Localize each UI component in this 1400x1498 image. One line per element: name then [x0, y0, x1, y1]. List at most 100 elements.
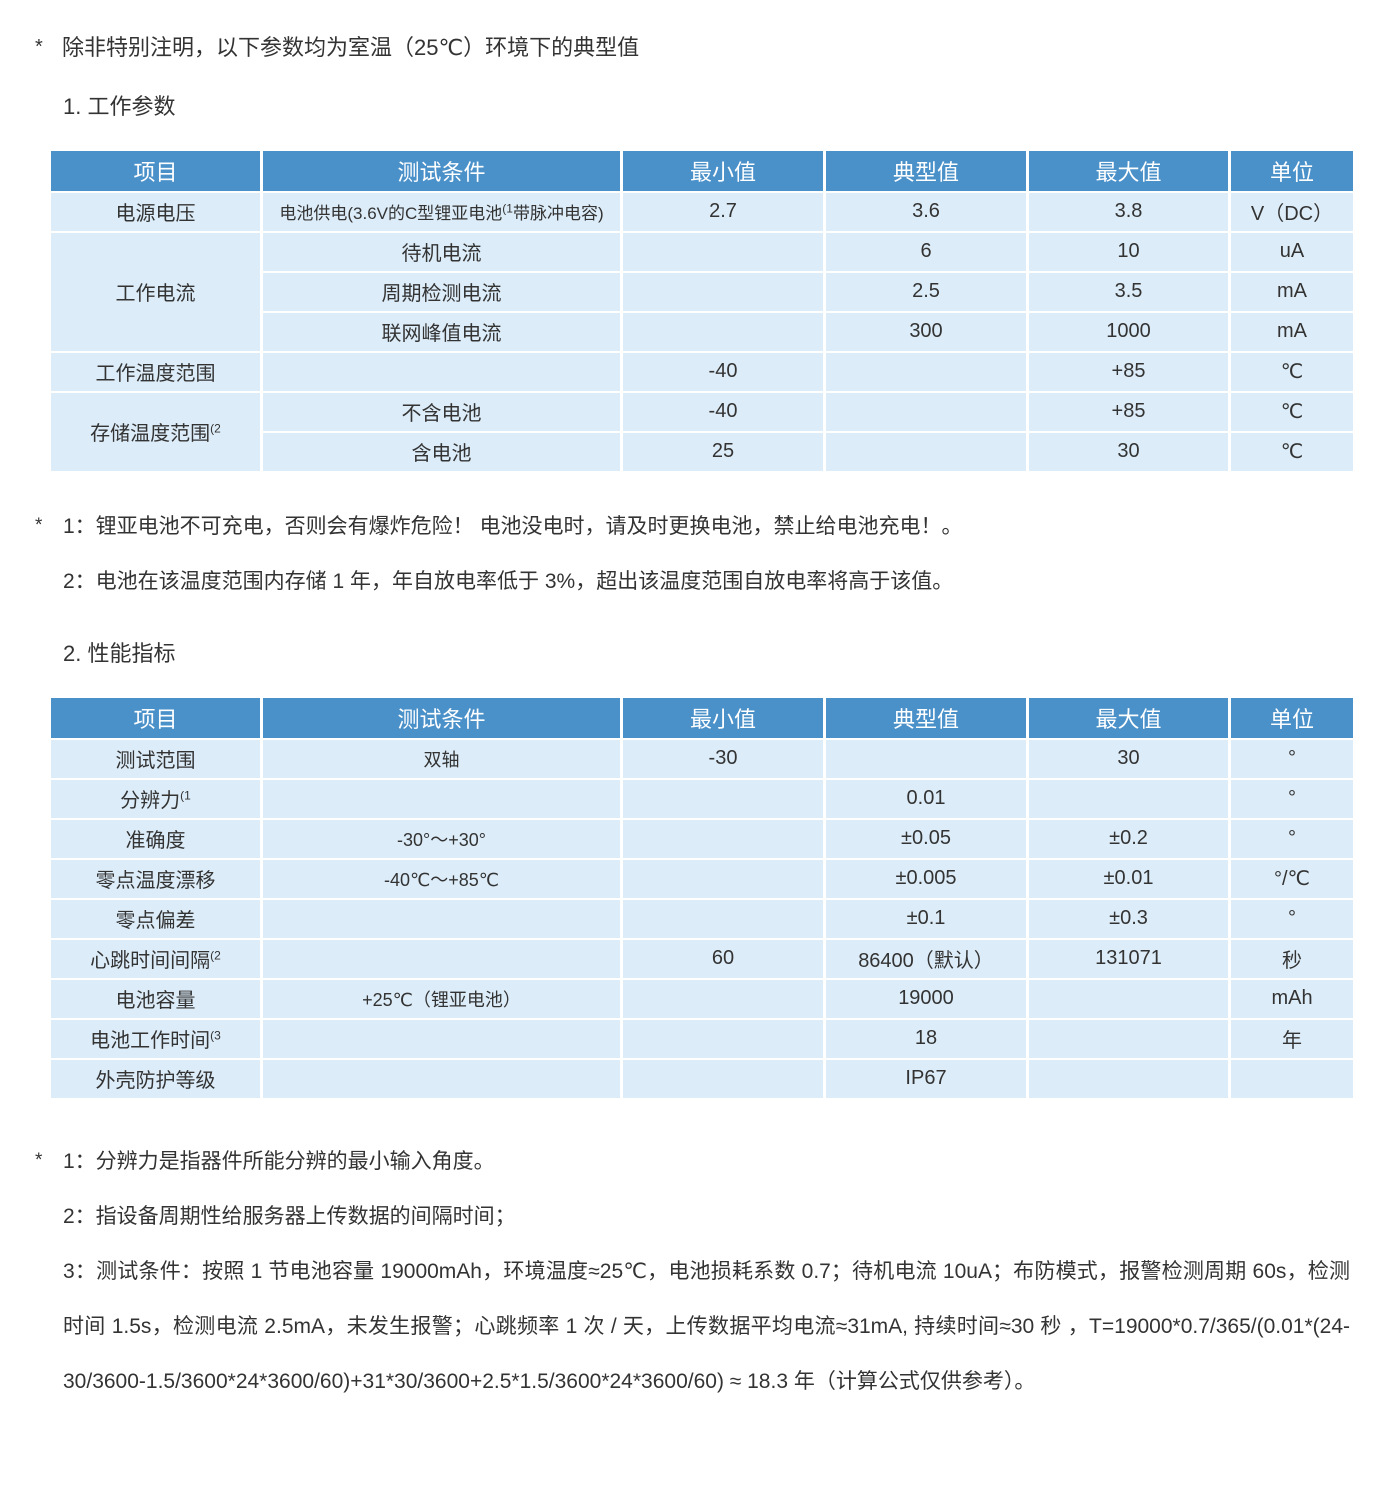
cell: [263, 899, 620, 938]
cell: -40: [623, 392, 823, 431]
cell: 电源电压: [51, 192, 260, 231]
table-row: 周期检测电流 2.5 3.5 mA: [51, 272, 1353, 311]
cell: [623, 819, 823, 858]
asterisk-marker: *: [35, 514, 43, 536]
cell: 工作电流: [51, 232, 260, 351]
cell: ±0.01: [1029, 859, 1228, 898]
cell: ±0.1: [826, 899, 1026, 938]
footnote-marker: (2: [210, 421, 221, 436]
note-item: * 1：分辨力是指器件所能分辨的最小输入角度。: [35, 1134, 1350, 1189]
column-header: 测试条件: [263, 697, 620, 738]
cell: 电池供电(3.6V的C型锂亚电池(1带脉冲电容): [263, 192, 620, 231]
cell: °: [1231, 819, 1353, 858]
column-header: 单位: [1231, 697, 1353, 738]
cell: [263, 1019, 620, 1058]
column-header: 典型值: [826, 150, 1026, 191]
working-params-notes: * 1：锂亚电池不可充电，否则会有爆炸危险！ 电池没电时，请及时更换电池，禁止给电…: [35, 499, 1350, 609]
asterisk-marker: *: [35, 1149, 43, 1171]
spec-document: * 除非特别注明，以下参数均为室温（25℃）环境下的典型值 1. 工作参数 项目测…: [35, 32, 1356, 1409]
table-row: 零点偏差 ±0.1 ±0.3 °: [51, 899, 1353, 938]
table-row: 准确度 -30°～+30° ±0.05 ±0.2 °: [51, 819, 1353, 858]
column-header: 最大值: [1029, 150, 1228, 191]
cell: °: [1231, 779, 1353, 818]
cell: 电池工作时间(3: [51, 1019, 260, 1058]
cell: [623, 1019, 823, 1058]
cell: 19000: [826, 979, 1026, 1018]
cell: -30°～+30°: [263, 819, 620, 858]
cell: 秒: [1231, 939, 1353, 978]
note-text: 1：锂亚电池不可充电，否则会有爆炸危险！ 电池没电时，请及时更换电池，禁止给电池…: [63, 514, 963, 538]
cell: 年: [1231, 1019, 1353, 1058]
cell: [1029, 779, 1228, 818]
column-header: 典型值: [826, 697, 1026, 738]
table-row: 电池工作时间(3 18 年: [51, 1019, 1353, 1058]
table-row: 工作电流 待机电流 6 10 uA: [51, 232, 1353, 351]
cell: 周期检测电流: [263, 272, 620, 311]
cell: °: [1231, 739, 1353, 778]
room-temperature-note: * 除非特别注明，以下参数均为室温（25℃）环境下的典型值: [35, 32, 1350, 64]
footnote-marker: (1: [180, 788, 191, 803]
table-row: 外壳防护等级 IP67: [51, 1059, 1353, 1098]
cell: [1231, 1059, 1353, 1098]
column-header: 最大值: [1029, 697, 1228, 738]
cell: 心跳时间间隔(2: [51, 939, 260, 978]
cell: uA: [1231, 232, 1353, 271]
cell: 双轴: [263, 739, 620, 778]
column-header: 最小值: [623, 150, 823, 191]
cell: 2.5: [826, 272, 1026, 311]
note-item: 2：电池在该温度范围内存储 1 年，年自放电率低于 3%，超出该温度范围自放电率…: [35, 554, 1350, 609]
cell: [826, 432, 1026, 471]
cell: -30: [623, 739, 823, 778]
cell: 存储温度范围(2: [51, 392, 260, 471]
cell: ±0.05: [826, 819, 1026, 858]
cell: 1000: [1029, 312, 1228, 351]
column-header: 单位: [1231, 150, 1353, 191]
cell: 86400（默认）: [826, 939, 1026, 978]
cell: [826, 352, 1026, 391]
cell: 131071: [1029, 939, 1228, 978]
cell: 准确度: [51, 819, 260, 858]
note-item: 2：指设备周期性给服务器上传数据的间隔时间；: [35, 1189, 1350, 1244]
table-row: 电源电压 电池供电(3.6V的C型锂亚电池(1带脉冲电容) 2.7 3.6 3.8 V（D…: [51, 192, 1353, 231]
cell: -40℃～+85℃: [263, 859, 620, 898]
cell: [623, 899, 823, 938]
cell: [623, 232, 823, 271]
cell: ℃: [1231, 392, 1353, 431]
cell: [263, 779, 620, 818]
header-row: 项目 测试条件 最小值 典型值 最大值 单位: [51, 697, 1353, 738]
cell: 3.8: [1029, 192, 1228, 231]
cell: [623, 1059, 823, 1098]
cell: 分辨力(1: [51, 779, 260, 818]
note-text: 2：电池在该温度范围内存储 1 年，年自放电率低于 3%，超出该温度范围自放电率…: [63, 569, 954, 593]
cell: [826, 739, 1026, 778]
cell: mA: [1231, 312, 1353, 351]
footnote-marker: (2: [210, 948, 221, 963]
note-text: 3：测试条件：按照 1 节电池容量 19000mAh，环境温度≈25℃，电池损耗…: [63, 1259, 1350, 1393]
cell: [623, 859, 823, 898]
cell: mA: [1231, 272, 1353, 311]
cell: °/℃: [1231, 859, 1353, 898]
cell: +85: [1029, 392, 1228, 431]
cell: [623, 979, 823, 1018]
performance-specs-table: 项目 测试条件 最小值 典型值 最大值 单位 测试范围 双轴 -30 30 ° 分辨力(1 0.01 ° 准…: [48, 696, 1356, 1100]
section-title-performance-specs: 2. 性能指标: [63, 640, 176, 666]
note-text: 1：分辨力是指器件所能分辨的最小输入角度。: [63, 1149, 495, 1173]
cell: 不含电池: [263, 392, 620, 431]
footnote-marker: (3: [210, 1028, 221, 1043]
cell: ℃: [1231, 432, 1353, 471]
table-row: 分辨力(1 0.01 °: [51, 779, 1353, 818]
cell: [623, 272, 823, 311]
performance-specs-notes: * 1：分辨力是指器件所能分辨的最小输入角度。 2：指设备周期性给服务器上传数据的…: [35, 1134, 1350, 1409]
cell: 待机电流: [263, 232, 620, 271]
column-header: 测试条件: [263, 150, 620, 191]
cell: 电池容量: [51, 979, 260, 1018]
table-row: 联网峰值电流 300 1000 mA: [51, 312, 1353, 351]
table-row: 心跳时间间隔(2 60 86400（默认） 131071 秒: [51, 939, 1353, 978]
column-header: 最小值: [623, 697, 823, 738]
table-row: 电池容量 +25℃（锂亚电池） 19000 mAh: [51, 979, 1353, 1018]
cell: [826, 392, 1026, 431]
cell: [623, 312, 823, 351]
cell: ℃: [1231, 352, 1353, 391]
cell: +85: [1029, 352, 1228, 391]
table-row: 零点温度漂移 -40℃～+85℃ ±0.005 ±0.01 °/℃: [51, 859, 1353, 898]
